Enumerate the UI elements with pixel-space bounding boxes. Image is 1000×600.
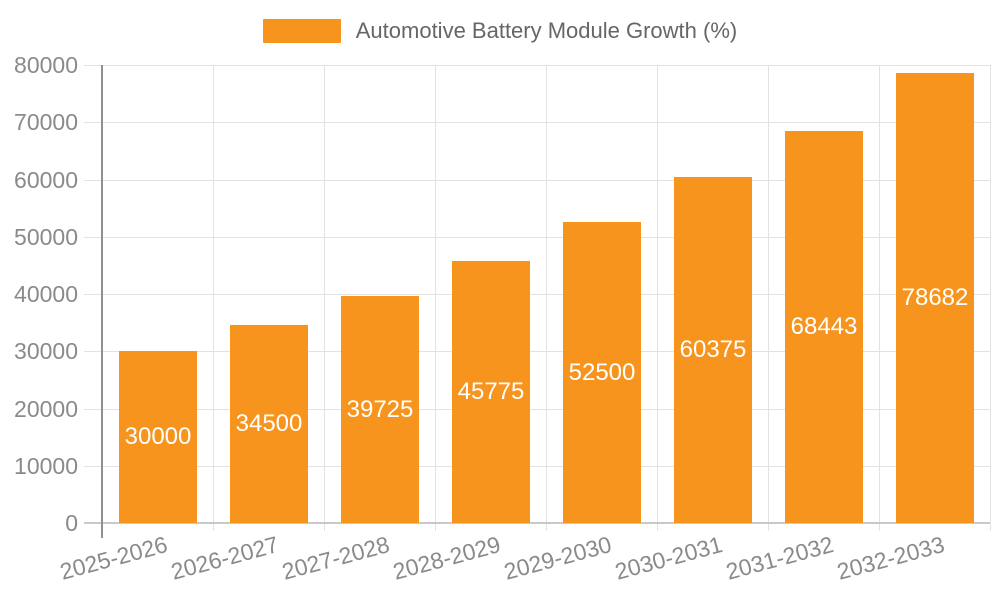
y-axis-line: [101, 65, 103, 538]
x-gridline: [324, 65, 325, 531]
y-axis-tick-label: 10000: [14, 453, 78, 479]
y-gridline: [84, 294, 990, 295]
y-axis-tick-label: 50000: [14, 224, 78, 250]
bar-value-label: 45775: [457, 378, 525, 405]
bar[interactable]: 52500: [563, 222, 641, 523]
bar[interactable]: 30000: [119, 351, 197, 523]
y-gridline: [84, 122, 990, 123]
x-axis-tick-label: 2030-2031: [611, 531, 725, 585]
x-gridline: [213, 65, 214, 531]
y-gridline: [84, 237, 990, 238]
x-gridline: [879, 65, 880, 531]
x-axis-tick-label: 2027-2028: [278, 531, 392, 585]
legend-label: Automotive Battery Module Growth (%): [355, 18, 738, 43]
y-gridline: [84, 351, 990, 352]
y-axis-tick-label: 80000: [14, 52, 78, 78]
y-gridline: [84, 180, 990, 181]
x-axis-tick-label: 2031-2032: [722, 531, 836, 585]
bar-value-label: 60375: [679, 336, 747, 363]
x-axis-tick-label: 2026-2027: [167, 531, 281, 585]
x-axis-tick-label: 2025-2026: [56, 531, 170, 585]
y-gridline: [84, 409, 990, 410]
y-axis-tick-label: 20000: [14, 396, 78, 422]
bar-value-label: 30000: [124, 423, 192, 450]
x-axis-line: [84, 522, 990, 524]
bar[interactable]: 34500: [230, 325, 308, 523]
x-gridline: [990, 65, 991, 531]
legend-item[interactable]: Automotive Battery Module Growth (%): [0, 14, 1000, 48]
y-axis-tick-label: 40000: [14, 281, 78, 307]
bar-value-label: 34500: [235, 410, 303, 437]
bar-value-label: 39725: [346, 395, 414, 423]
y-axis-tick-label: 30000: [14, 338, 78, 364]
y-axis-tick-label: 0: [65, 510, 78, 536]
bar[interactable]: 45775: [452, 261, 530, 523]
y-axis-tick-label: 70000: [14, 109, 78, 135]
x-axis-tick-label: 2032-2033: [833, 531, 947, 585]
bar-value-label: 78682: [901, 284, 969, 311]
y-axis-tick-label: 60000: [14, 167, 78, 193]
bar-value-label: 52500: [568, 358, 636, 386]
legend-swatch: [262, 19, 341, 43]
bar-value-label: 68443: [790, 313, 858, 340]
x-gridline: [768, 65, 769, 531]
bar[interactable]: 68443: [785, 131, 863, 523]
bar[interactable]: 39725: [341, 296, 419, 523]
x-gridline: [657, 65, 658, 531]
y-gridline: [84, 65, 990, 66]
x-gridline: [435, 65, 436, 531]
bar[interactable]: 60375: [674, 177, 752, 523]
x-axis-tick-label: 2028-2029: [389, 531, 503, 585]
x-gridline: [546, 65, 547, 531]
bar[interactable]: 78682: [896, 73, 974, 523]
x-axis-tick-label: 2029-2030: [500, 531, 614, 585]
y-gridline: [84, 466, 990, 467]
